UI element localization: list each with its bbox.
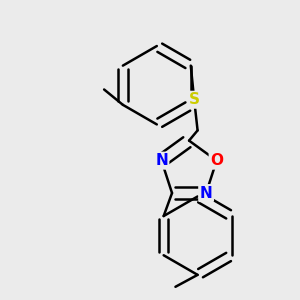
Text: N: N (200, 185, 212, 200)
Text: O: O (210, 153, 223, 168)
Text: S: S (189, 92, 200, 107)
Text: N: N (155, 153, 168, 168)
